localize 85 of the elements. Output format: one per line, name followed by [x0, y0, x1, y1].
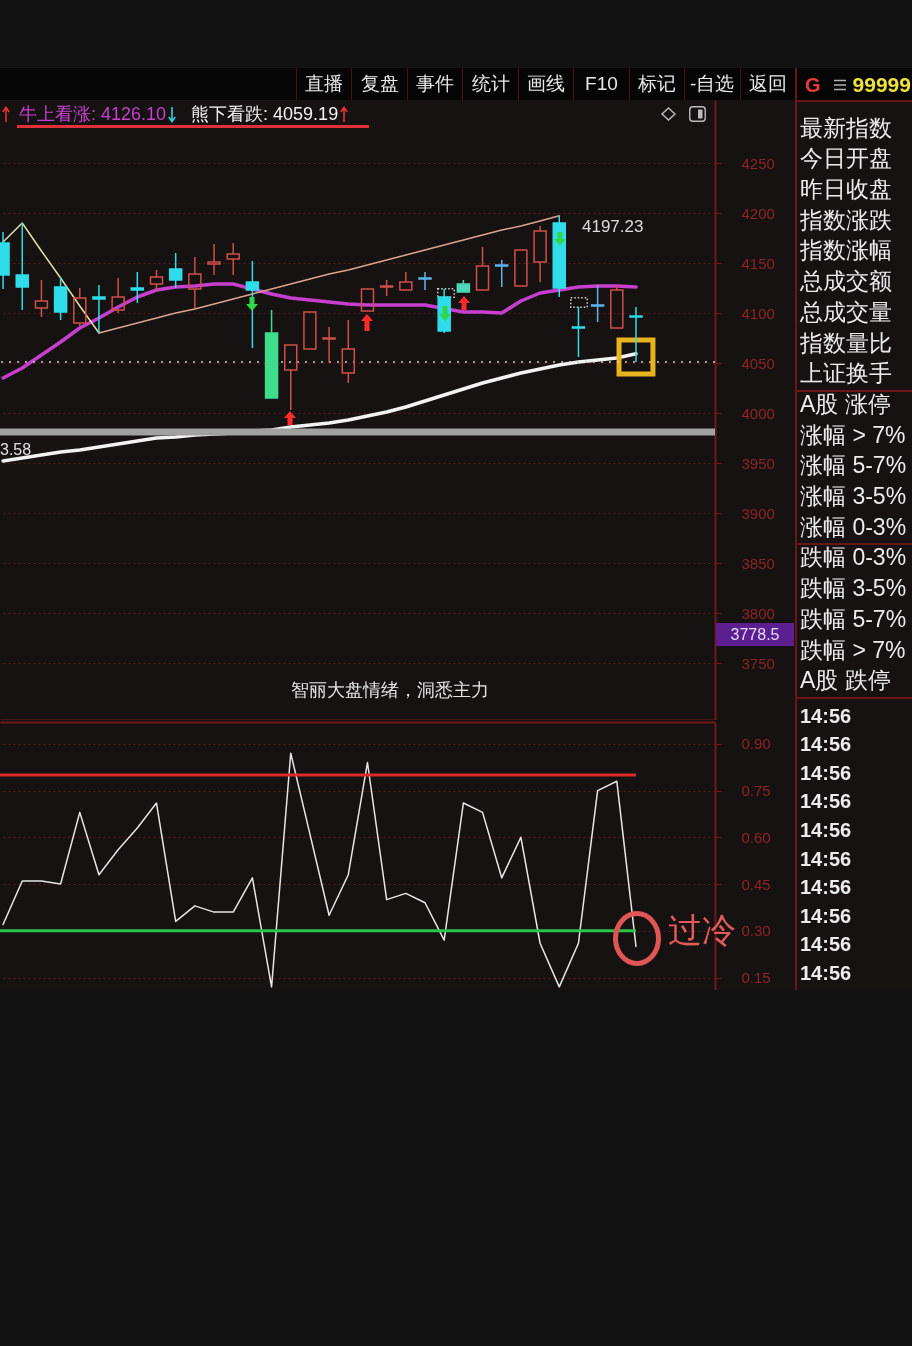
text: 牛上看涨: 4126.10 — [19, 103, 167, 126]
text: 上证换手 — [800, 359, 892, 389]
text: 14:56 — [800, 961, 852, 987]
y-tick-label: 4000 — [741, 404, 775, 422]
candlestick — [322, 326, 336, 364]
chart-title: 智丽大盘情绪，洞悉主力 — [290, 680, 489, 700]
text: 14:56 — [800, 703, 852, 729]
text: 今日开盘 — [800, 144, 892, 174]
annotation: 4197.23 — [582, 217, 644, 236]
text: 跌幅 0-3% — [800, 543, 907, 573]
text: 14:56 — [800, 732, 852, 758]
text: 事件 — [406, 68, 463, 100]
candlestick — [399, 271, 413, 291]
y-tick-label: 0.15 — [741, 969, 771, 987]
text: 14:56 — [800, 846, 852, 872]
candlestick — [245, 260, 260, 349]
candlestick — [15, 222, 29, 311]
text: 14:56 — [800, 875, 852, 901]
text: 熊下看跌: 4059.19 — [191, 103, 339, 126]
text: 涨幅 5-7% — [800, 451, 907, 481]
candlestick — [610, 284, 624, 329]
line-series — [98, 215, 561, 334]
text: 总成交额 — [800, 267, 892, 297]
text: 14:56 — [800, 789, 852, 815]
y-tick-label: 4250 — [741, 154, 775, 172]
text: 指数量比 — [800, 328, 892, 358]
y-tick-label: 3900 — [741, 504, 775, 522]
text: 99999 — [852, 73, 911, 97]
y-tick-label: 4050 — [741, 354, 775, 372]
line-series — [2, 752, 637, 988]
candlestick — [475, 246, 490, 291]
candlestick — [92, 284, 106, 334]
text: 昨日收盘 — [800, 175, 892, 205]
candlestick — [188, 256, 202, 309]
y-tick-label: 0.45 — [741, 875, 771, 893]
text: 复盘 — [351, 68, 407, 100]
text: 跌幅 5-7% — [800, 604, 907, 634]
candlestick — [303, 311, 317, 350]
text: 最新指数 — [800, 113, 892, 143]
text: 画线 — [517, 68, 574, 100]
candlestick — [360, 288, 375, 312]
candlestick — [207, 243, 221, 276]
candlestick — [418, 271, 432, 291]
text: 3778.5 — [716, 623, 794, 646]
candlestick — [264, 309, 279, 399]
y-tick-label: 3850 — [741, 554, 775, 572]
y-tick-label: 0.30 — [741, 922, 771, 940]
text: -自选 — [684, 68, 740, 100]
y-tick-label: 0.60 — [741, 828, 771, 846]
candlestick — [226, 242, 240, 276]
text: 直播 — [296, 68, 352, 100]
text: 14:56 — [800, 760, 852, 786]
y-tick-label: 3800 — [741, 604, 775, 622]
text: G — [805, 73, 821, 97]
text: F10 — [573, 68, 629, 100]
line-series — [2, 222, 100, 334]
text: 标记 — [628, 68, 685, 100]
y-tick-label: 4100 — [741, 304, 775, 322]
candlestick — [629, 306, 643, 363]
text: 涨幅 > 7% — [800, 420, 906, 450]
text: 14:56 — [800, 818, 852, 844]
candlestick — [284, 344, 298, 411]
y-tick-label: 3950 — [741, 454, 775, 472]
y-tick-label: 4150 — [741, 254, 775, 272]
text: A股 跌停 — [800, 666, 891, 696]
annotation: 3.58 — [0, 440, 32, 459]
text: 总成交量 — [800, 297, 892, 327]
text: 14:56 — [800, 903, 852, 929]
y-tick-label: 3750 — [741, 654, 775, 672]
candlestick — [533, 225, 547, 283]
text: A股 涨停 — [800, 389, 891, 419]
text: 指数涨幅 — [800, 236, 892, 266]
text: 返回 — [739, 68, 795, 100]
y-tick-label: 0.75 — [741, 782, 771, 800]
text: 跌幅 3-5% — [800, 574, 907, 604]
text: 涨幅 0-3% — [800, 512, 907, 542]
text: 14:56 — [800, 932, 852, 958]
y-tick-label: 4200 — [741, 204, 775, 222]
candlestick — [514, 249, 528, 287]
text: 统计 — [462, 68, 518, 100]
y-tick-label: 0.90 — [741, 735, 771, 753]
text: 跌幅 > 7% — [800, 635, 906, 665]
text: 指数涨跌 — [800, 205, 892, 235]
text: 涨幅 3-5% — [800, 482, 907, 512]
text: 过冷 — [668, 910, 736, 950]
